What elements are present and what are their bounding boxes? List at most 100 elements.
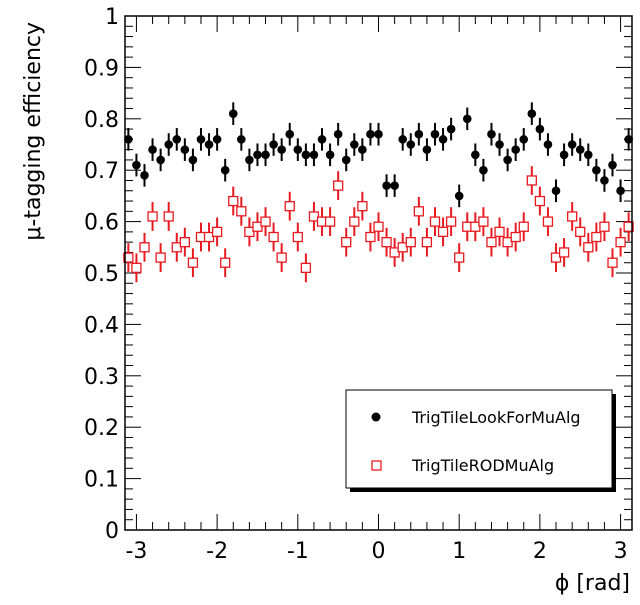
data-point <box>341 155 351 165</box>
data-point <box>228 109 238 118</box>
data-point <box>542 216 554 227</box>
data-point <box>398 135 408 144</box>
data-point <box>131 262 142 274</box>
data-point <box>615 237 626 248</box>
data-point <box>413 206 424 217</box>
data-point <box>260 216 271 227</box>
data-point <box>382 181 391 190</box>
data-point <box>527 109 537 118</box>
data-point <box>253 150 262 160</box>
data-point <box>220 165 230 175</box>
data-point <box>324 216 336 227</box>
data-point <box>519 135 529 144</box>
data-point <box>421 237 433 248</box>
data-point <box>567 211 578 222</box>
data-point <box>163 211 174 222</box>
y-axis-title: μ-tagging efficiency <box>21 22 46 241</box>
data-point <box>301 150 311 160</box>
data-point <box>156 155 165 165</box>
y-tick-label: 0.3 <box>84 365 119 390</box>
data-point <box>503 155 512 165</box>
data-point <box>511 145 520 154</box>
data-point <box>140 171 149 180</box>
data-point <box>390 181 399 190</box>
data-point <box>558 247 570 258</box>
data-point <box>607 257 618 268</box>
data-point <box>366 129 375 139</box>
series-1 <box>124 102 633 208</box>
y-tick-label: 0.1 <box>84 468 119 493</box>
y-tick-label: 1 <box>105 5 119 30</box>
data-point <box>164 140 174 149</box>
x-tick-label: 2 <box>533 539 547 564</box>
data-point <box>123 252 134 263</box>
data-point <box>300 262 312 274</box>
series-2 <box>123 166 634 283</box>
data-point <box>616 186 625 196</box>
data-point <box>333 129 343 139</box>
data-point <box>179 237 190 248</box>
data-point <box>543 140 553 149</box>
legend-marker-series-1 <box>371 412 381 422</box>
data-point <box>196 135 206 144</box>
data-point <box>623 221 634 232</box>
data-point <box>155 252 166 263</box>
data-point <box>445 216 457 227</box>
data-point <box>172 135 182 144</box>
data-point <box>245 155 254 165</box>
data-point <box>510 231 521 243</box>
data-point <box>349 216 360 227</box>
data-point <box>147 211 158 222</box>
data-point <box>592 165 601 175</box>
data-point <box>228 195 239 207</box>
data-point <box>276 252 287 263</box>
data-point <box>277 145 286 154</box>
data-point <box>124 135 133 144</box>
legend-box <box>345 389 613 489</box>
data-point <box>357 201 368 212</box>
x-tick-label: 1 <box>452 539 466 564</box>
data-point <box>285 129 295 139</box>
data-point <box>211 226 223 238</box>
data-point <box>381 237 392 248</box>
data-point <box>333 180 344 191</box>
y-tick-label: 0.2 <box>84 416 119 441</box>
legend-label-series-2: TrigTileRODMuAlg <box>411 456 554 475</box>
data-point <box>495 140 504 149</box>
data-point <box>341 237 352 248</box>
data-point <box>293 145 303 154</box>
data-point <box>430 129 440 139</box>
axis-tick-labels: 0 0.1 0.2 0.3 0.4 0.5 0.6 0.7 0.8 0.9 1 -3 -2 -1 0 1 2 3 <box>84 5 628 564</box>
data-point <box>429 216 441 227</box>
data-point <box>583 242 594 253</box>
axis-ticks <box>125 15 632 531</box>
data-point <box>446 124 456 134</box>
data-point <box>405 237 416 248</box>
plot-frame <box>124 15 633 531</box>
legend-marker-series-2 <box>371 460 382 471</box>
data-point <box>534 195 546 207</box>
x-tick-label: -3 <box>125 539 147 564</box>
data-point <box>292 231 303 243</box>
x-axis-title: ϕ [rad] <box>555 571 630 596</box>
data-point <box>236 206 247 217</box>
data-point <box>551 186 561 196</box>
data-point <box>268 231 279 243</box>
data-point <box>478 216 489 227</box>
x-tick-label: -2 <box>206 539 228 564</box>
data-point <box>132 160 141 170</box>
data-point <box>567 140 577 149</box>
y-tick-label: 0.9 <box>84 56 119 81</box>
data-point <box>462 114 472 124</box>
data-point <box>284 201 295 212</box>
data-point <box>220 257 231 268</box>
data-point <box>454 191 464 201</box>
data-point <box>373 221 384 232</box>
data-point <box>358 145 367 154</box>
data-point <box>414 129 424 139</box>
data-point <box>204 140 214 149</box>
data-point <box>309 150 319 160</box>
y-tick-label: 0.8 <box>84 108 119 133</box>
